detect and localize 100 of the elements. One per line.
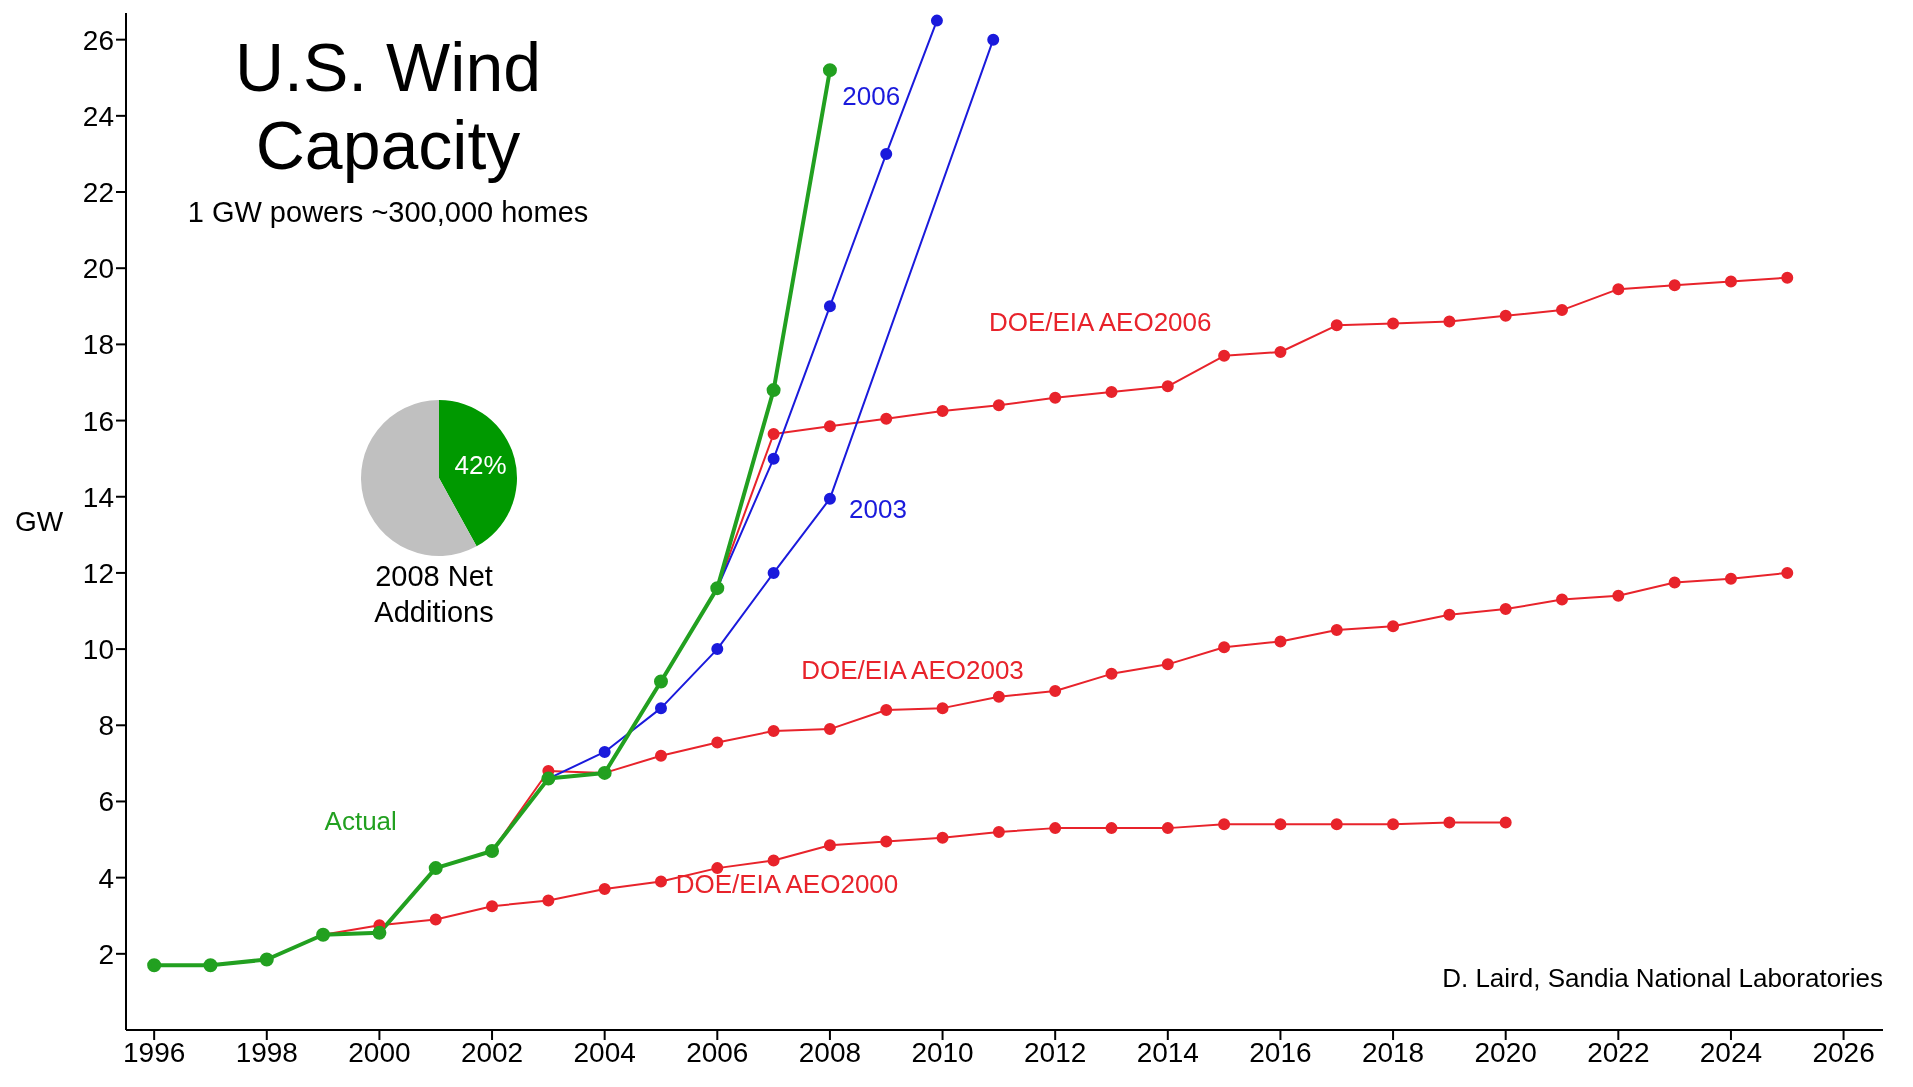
y-tick-label: 8: [98, 710, 114, 742]
point: [711, 736, 724, 749]
x-tick-label: 1996: [123, 1036, 186, 1068]
y-tick-label: 10: [82, 634, 114, 666]
point: [1218, 349, 1231, 362]
point: [936, 405, 949, 418]
point: [1387, 818, 1400, 831]
point: [1443, 816, 1456, 829]
point: [654, 875, 667, 888]
y-tick-label: 22: [82, 176, 114, 208]
point: [822, 63, 837, 78]
y-tick-label: 6: [98, 786, 114, 818]
point: [823, 492, 836, 505]
point: [1781, 271, 1794, 284]
y-tick-label: 24: [82, 100, 114, 132]
point: [1105, 667, 1118, 680]
point: [372, 925, 387, 940]
series-label: Actual: [324, 805, 397, 836]
point: [1049, 685, 1062, 697]
x-tick-label: 2020: [1474, 1036, 1537, 1068]
point: [1724, 275, 1737, 288]
point: [1724, 572, 1737, 585]
point: [1161, 658, 1174, 671]
point: [542, 894, 555, 907]
point: [936, 831, 949, 844]
point: [992, 399, 1005, 412]
pie-slice: [439, 400, 517, 547]
point: [654, 702, 667, 715]
y-tick-label: 4: [98, 862, 114, 894]
y-tick-label: 26: [82, 24, 114, 56]
point: [1612, 283, 1625, 296]
point: [259, 952, 274, 967]
point: [1218, 818, 1231, 831]
x-tick-label: 2008: [798, 1036, 862, 1068]
series-label: DOE/EIA AEO2000: [675, 869, 899, 900]
point: [203, 958, 218, 973]
point: [1218, 641, 1231, 654]
x-tick-label: 2016: [1249, 1036, 1312, 1068]
point: [1105, 822, 1118, 835]
point: [1443, 315, 1456, 328]
x-tick-label: 2006: [686, 1036, 749, 1068]
x-tick-label: 2014: [1136, 1036, 1199, 1068]
point: [880, 147, 893, 160]
series-label: 2003: [849, 493, 907, 524]
point: [1499, 603, 1512, 616]
point: [1668, 576, 1681, 589]
point: [598, 883, 611, 896]
point: [1330, 624, 1343, 637]
point: [767, 566, 780, 579]
point: [823, 839, 836, 852]
point: [823, 300, 836, 313]
text: U.S. Wind Capacity: [233, 28, 543, 184]
y-tick-label: 18: [82, 329, 114, 361]
y-tick-label: 14: [82, 481, 114, 513]
point: [1161, 822, 1174, 835]
x-tick-label: 2002: [460, 1036, 524, 1068]
point: [880, 704, 893, 717]
point: [767, 724, 780, 737]
point: [711, 643, 724, 656]
point: [767, 427, 780, 440]
point: [1612, 589, 1625, 602]
point: [147, 958, 162, 973]
point: [823, 723, 836, 736]
text: 2008 Net Additions: [373, 559, 495, 630]
point: [1330, 818, 1343, 831]
point: [936, 702, 949, 715]
point: [823, 420, 836, 433]
point: [1499, 816, 1512, 829]
text: 1 GW powers ~300,000 homes: [186, 196, 590, 229]
x-tick-label: 2012: [1024, 1036, 1087, 1068]
point: [1274, 635, 1287, 648]
point: [654, 749, 667, 762]
point: [1499, 309, 1512, 322]
point: [992, 690, 1005, 703]
x-tick-label: 1998: [235, 1036, 298, 1068]
point: [1049, 391, 1062, 404]
y-tick-label: 12: [82, 557, 114, 589]
point: [653, 674, 668, 689]
x-tick-label: 2010: [911, 1036, 974, 1068]
point: [598, 745, 611, 758]
point: [428, 861, 443, 876]
point: [1049, 822, 1062, 835]
x-tick-label: 2022: [1587, 1036, 1650, 1068]
point: [1781, 566, 1794, 579]
y-axis-title: GW: [15, 506, 64, 538]
y-tick-label: 16: [82, 405, 114, 437]
point: [1330, 319, 1343, 332]
point: [880, 835, 893, 848]
point: [1387, 620, 1400, 633]
point: [1668, 279, 1681, 292]
y-tick-label: 20: [82, 253, 114, 285]
point: [767, 452, 780, 465]
point: [930, 14, 943, 27]
point: [1556, 304, 1569, 317]
point: [1556, 593, 1569, 606]
point: [992, 825, 1005, 838]
y-tick-label: 2: [98, 938, 114, 970]
point: [1387, 317, 1400, 330]
point: [1443, 608, 1456, 621]
series-label: DOE/EIA AEO2003: [801, 655, 1024, 686]
